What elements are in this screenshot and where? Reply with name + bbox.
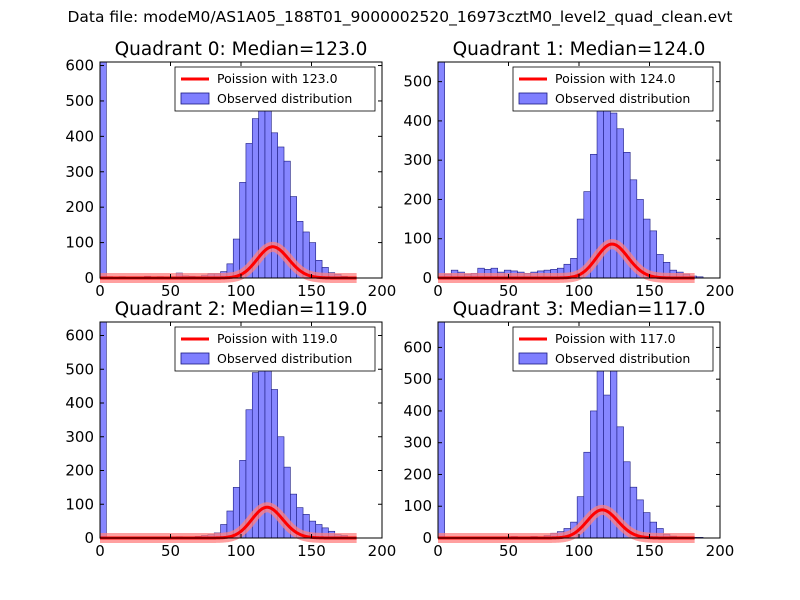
x-tick-label: 150 bbox=[297, 542, 326, 560]
y-tick-label: 100 bbox=[403, 497, 432, 515]
panel-title: Quadrant 1: Median=124.0 bbox=[453, 39, 706, 60]
x-tick-label: 0 bbox=[433, 282, 443, 300]
x-tick-label: 200 bbox=[368, 282, 397, 300]
y-tick-label: 400 bbox=[403, 402, 432, 420]
x-tick-label: 50 bbox=[499, 282, 518, 300]
y-tick-label: 200 bbox=[403, 465, 432, 483]
x-tick-label: 150 bbox=[635, 542, 664, 560]
x-tick-label: 50 bbox=[161, 542, 180, 560]
x-tick-label: 100 bbox=[227, 282, 256, 300]
x-tick-label: 200 bbox=[706, 542, 735, 560]
legend-fit-label: Poission with 117.0 bbox=[555, 331, 676, 346]
quadrant-0-panel: 0 50 100 150 200 0 100 200 300 400 500 600 Quadrant … bbox=[65, 39, 396, 300]
y-tick-label: 200 bbox=[65, 198, 94, 216]
histogram-bar bbox=[239, 182, 247, 279]
quadrant-1-panel: 0 50 100 150 200 0 100 200 300 400 500 Quadrant 1: … bbox=[403, 39, 734, 300]
legend-hist-label: Observed distribution bbox=[217, 351, 352, 366]
legend-fit-label: Poission with 119.0 bbox=[217, 331, 338, 346]
y-tick-label: 600 bbox=[65, 57, 94, 75]
x-tick-label: 100 bbox=[565, 542, 594, 560]
panel-title: Quadrant 2: Median=119.0 bbox=[115, 299, 368, 320]
x-tick-label: 50 bbox=[499, 542, 518, 560]
legend-hist-swatch bbox=[518, 352, 548, 365]
histogram-bar bbox=[245, 143, 253, 279]
histogram-bar bbox=[99, 321, 107, 539]
y-tick-label: 100 bbox=[65, 495, 94, 513]
y-tick-label: 600 bbox=[65, 327, 94, 345]
quadrant-3-panel: 0 50 100 150 200 0 100 200 300 400 500 600 Quadrant … bbox=[403, 299, 734, 560]
y-tick-label: 500 bbox=[65, 360, 94, 378]
y-tick-label: 100 bbox=[403, 230, 432, 248]
legend-hist-swatch bbox=[180, 352, 210, 365]
x-tick-label: 150 bbox=[297, 282, 326, 300]
histogram-bar bbox=[271, 132, 278, 279]
legend-hist-label: Observed distribution bbox=[555, 91, 690, 106]
y-tick-label: 400 bbox=[65, 127, 94, 145]
y-tick-label: 0 bbox=[84, 529, 94, 547]
figure-suptitle: Data file: modeM0/AS1A05_188T01_90000025… bbox=[67, 8, 733, 26]
histogram-bar bbox=[610, 112, 618, 279]
x-tick-label: 150 bbox=[635, 282, 664, 300]
x-tick-label: 100 bbox=[227, 542, 256, 560]
histogram-bar bbox=[99, 61, 107, 279]
x-tick-label: 0 bbox=[433, 542, 443, 560]
y-tick-label: 0 bbox=[422, 269, 432, 287]
y-tick-label: 300 bbox=[65, 163, 94, 181]
y-tick-label: 500 bbox=[403, 370, 432, 388]
y-tick-label: 500 bbox=[403, 73, 432, 91]
y-tick-label: 400 bbox=[403, 112, 432, 130]
x-tick-label: 0 bbox=[95, 542, 105, 560]
y-tick-label: 200 bbox=[403, 190, 432, 208]
histogram-bar bbox=[437, 61, 445, 279]
legend-hist-swatch bbox=[180, 92, 210, 105]
legend-hist-label: Observed distribution bbox=[555, 351, 690, 366]
y-tick-label: 0 bbox=[84, 269, 94, 287]
legend-hist-label: Observed distribution bbox=[217, 91, 352, 106]
panel-title: Quadrant 0: Median=123.0 bbox=[115, 39, 368, 60]
x-tick-label: 200 bbox=[706, 282, 735, 300]
y-tick-label: 0 bbox=[422, 529, 432, 547]
panel-title: Quadrant 3: Median=117.0 bbox=[453, 299, 706, 320]
x-tick-label: 50 bbox=[161, 282, 180, 300]
legend-fit-label: Poission with 123.0 bbox=[217, 71, 338, 86]
y-tick-label: 400 bbox=[65, 394, 94, 412]
y-tick-label: 300 bbox=[403, 434, 432, 452]
y-tick-label: 600 bbox=[403, 338, 432, 356]
y-tick-label: 100 bbox=[65, 234, 94, 252]
legend-fit-label: Poission with 124.0 bbox=[555, 71, 676, 86]
y-tick-label: 300 bbox=[403, 151, 432, 169]
x-tick-label: 100 bbox=[565, 282, 594, 300]
y-tick-label: 300 bbox=[65, 428, 94, 446]
quadrant-2-panel: 0 50 100 150 200 0 100 200 300 400 500 600 Quadrant … bbox=[65, 299, 396, 560]
histogram-bar bbox=[437, 321, 445, 539]
legend-hist-swatch bbox=[518, 92, 548, 105]
y-tick-label: 500 bbox=[65, 92, 94, 110]
y-tick-label: 200 bbox=[65, 462, 94, 480]
x-tick-label: 200 bbox=[368, 542, 397, 560]
x-tick-label: 0 bbox=[95, 282, 105, 300]
